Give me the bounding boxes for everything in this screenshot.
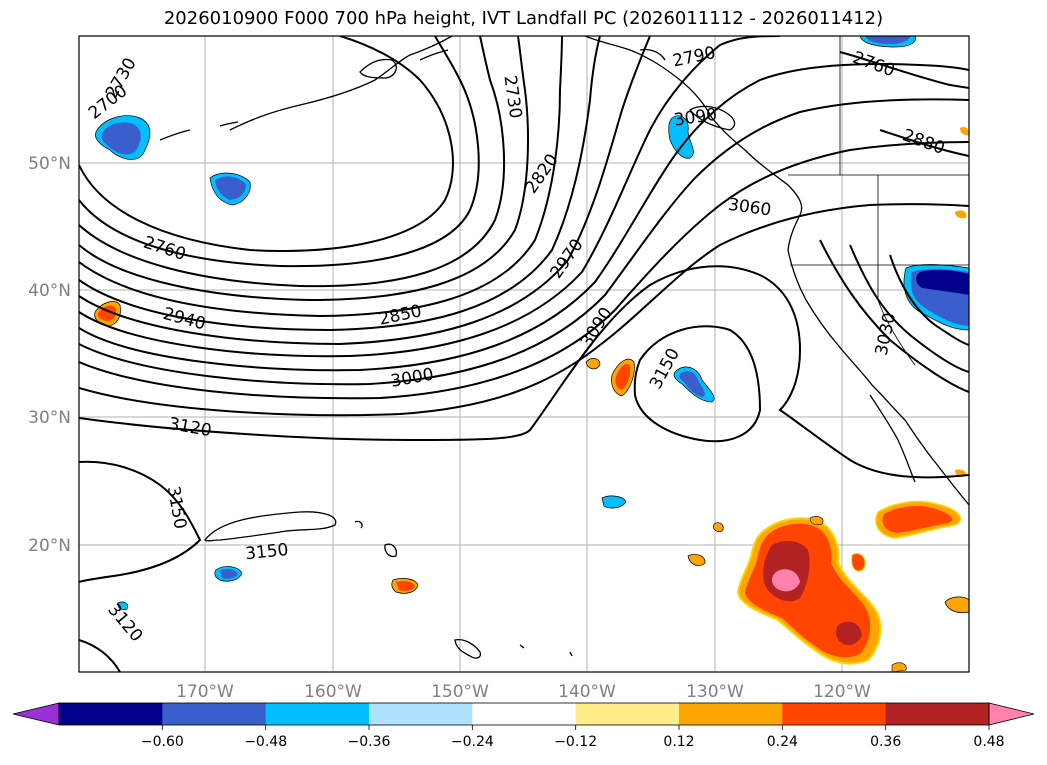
map-panel: 2730 2700 2730 2790 2760 2880 2820 3060 … xyxy=(79,36,969,672)
colorbar-tick-label: −0.60 xyxy=(141,734,184,750)
lon-tick-label: 150°W xyxy=(431,682,489,702)
ivt-positive-patches xyxy=(94,126,969,672)
colorbar-segment xyxy=(679,703,783,725)
lon-tick-label: 130°W xyxy=(686,682,744,702)
colorbar-segment xyxy=(265,703,370,725)
colorbar-segments xyxy=(59,703,990,725)
colorbar-extend-low xyxy=(12,702,60,726)
colorbar-tick-label: 0.12 xyxy=(663,734,694,750)
lon-tick-label: 120°W xyxy=(813,682,871,702)
colorbar-tick-label: 0.36 xyxy=(870,734,901,750)
colorbar-segment xyxy=(472,703,577,725)
longitude-tick-labels: 170°W 160°W 150°W 140°W 130°W 120°W xyxy=(176,682,871,702)
lat-tick-label: 30°N xyxy=(28,408,71,428)
colorbar-extend-high xyxy=(988,702,1035,726)
colorbar-tick-label: −0.36 xyxy=(348,734,391,750)
lon-tick-label: 160°W xyxy=(304,682,362,702)
colorbar-segment xyxy=(782,703,887,725)
colorbar: −0.60 −0.48 −0.36 −0.24 −0.12 0.12 0.24 0.36 0.4… xyxy=(12,702,1035,750)
map-title: 2026010900 F000 700 hPa height, IVT Land… xyxy=(163,8,884,29)
colorbar-tick-label: 0.48 xyxy=(973,734,1004,750)
colorbar-ticks: −0.60 −0.48 −0.36 −0.24 −0.12 0.12 0.24 0.36 0.4… xyxy=(141,725,1005,750)
latitude-tick-labels: 20°N 30°N 40°N 50°N xyxy=(28,154,71,556)
colorbar-segment xyxy=(885,703,990,725)
lon-tick-label: 170°W xyxy=(176,682,234,702)
colorbar-segment xyxy=(59,703,163,725)
ivt-negative-patches xyxy=(95,36,969,610)
map-frame xyxy=(78,35,970,673)
ivt-shading xyxy=(94,36,969,672)
contour-label: 3150 xyxy=(244,540,289,564)
colorbar-segment xyxy=(369,703,473,725)
colorbar-outline xyxy=(58,702,990,726)
colorbar-segment xyxy=(575,703,680,725)
colorbar-tick-label: 0.24 xyxy=(767,734,798,750)
gridlines xyxy=(79,36,969,672)
lon-tick-label: 140°W xyxy=(558,682,616,702)
lat-tick-label: 40°N xyxy=(28,281,71,301)
lat-tick-label: 50°N xyxy=(28,154,71,174)
colorbar-tick-label: −0.24 xyxy=(451,734,494,750)
colorbar-segment xyxy=(162,703,267,725)
colorbar-tick-label: −0.12 xyxy=(554,734,597,750)
height-contours xyxy=(79,36,969,672)
lat-tick-label: 20°N xyxy=(28,536,71,556)
colorbar-tick-label: −0.48 xyxy=(244,734,287,750)
